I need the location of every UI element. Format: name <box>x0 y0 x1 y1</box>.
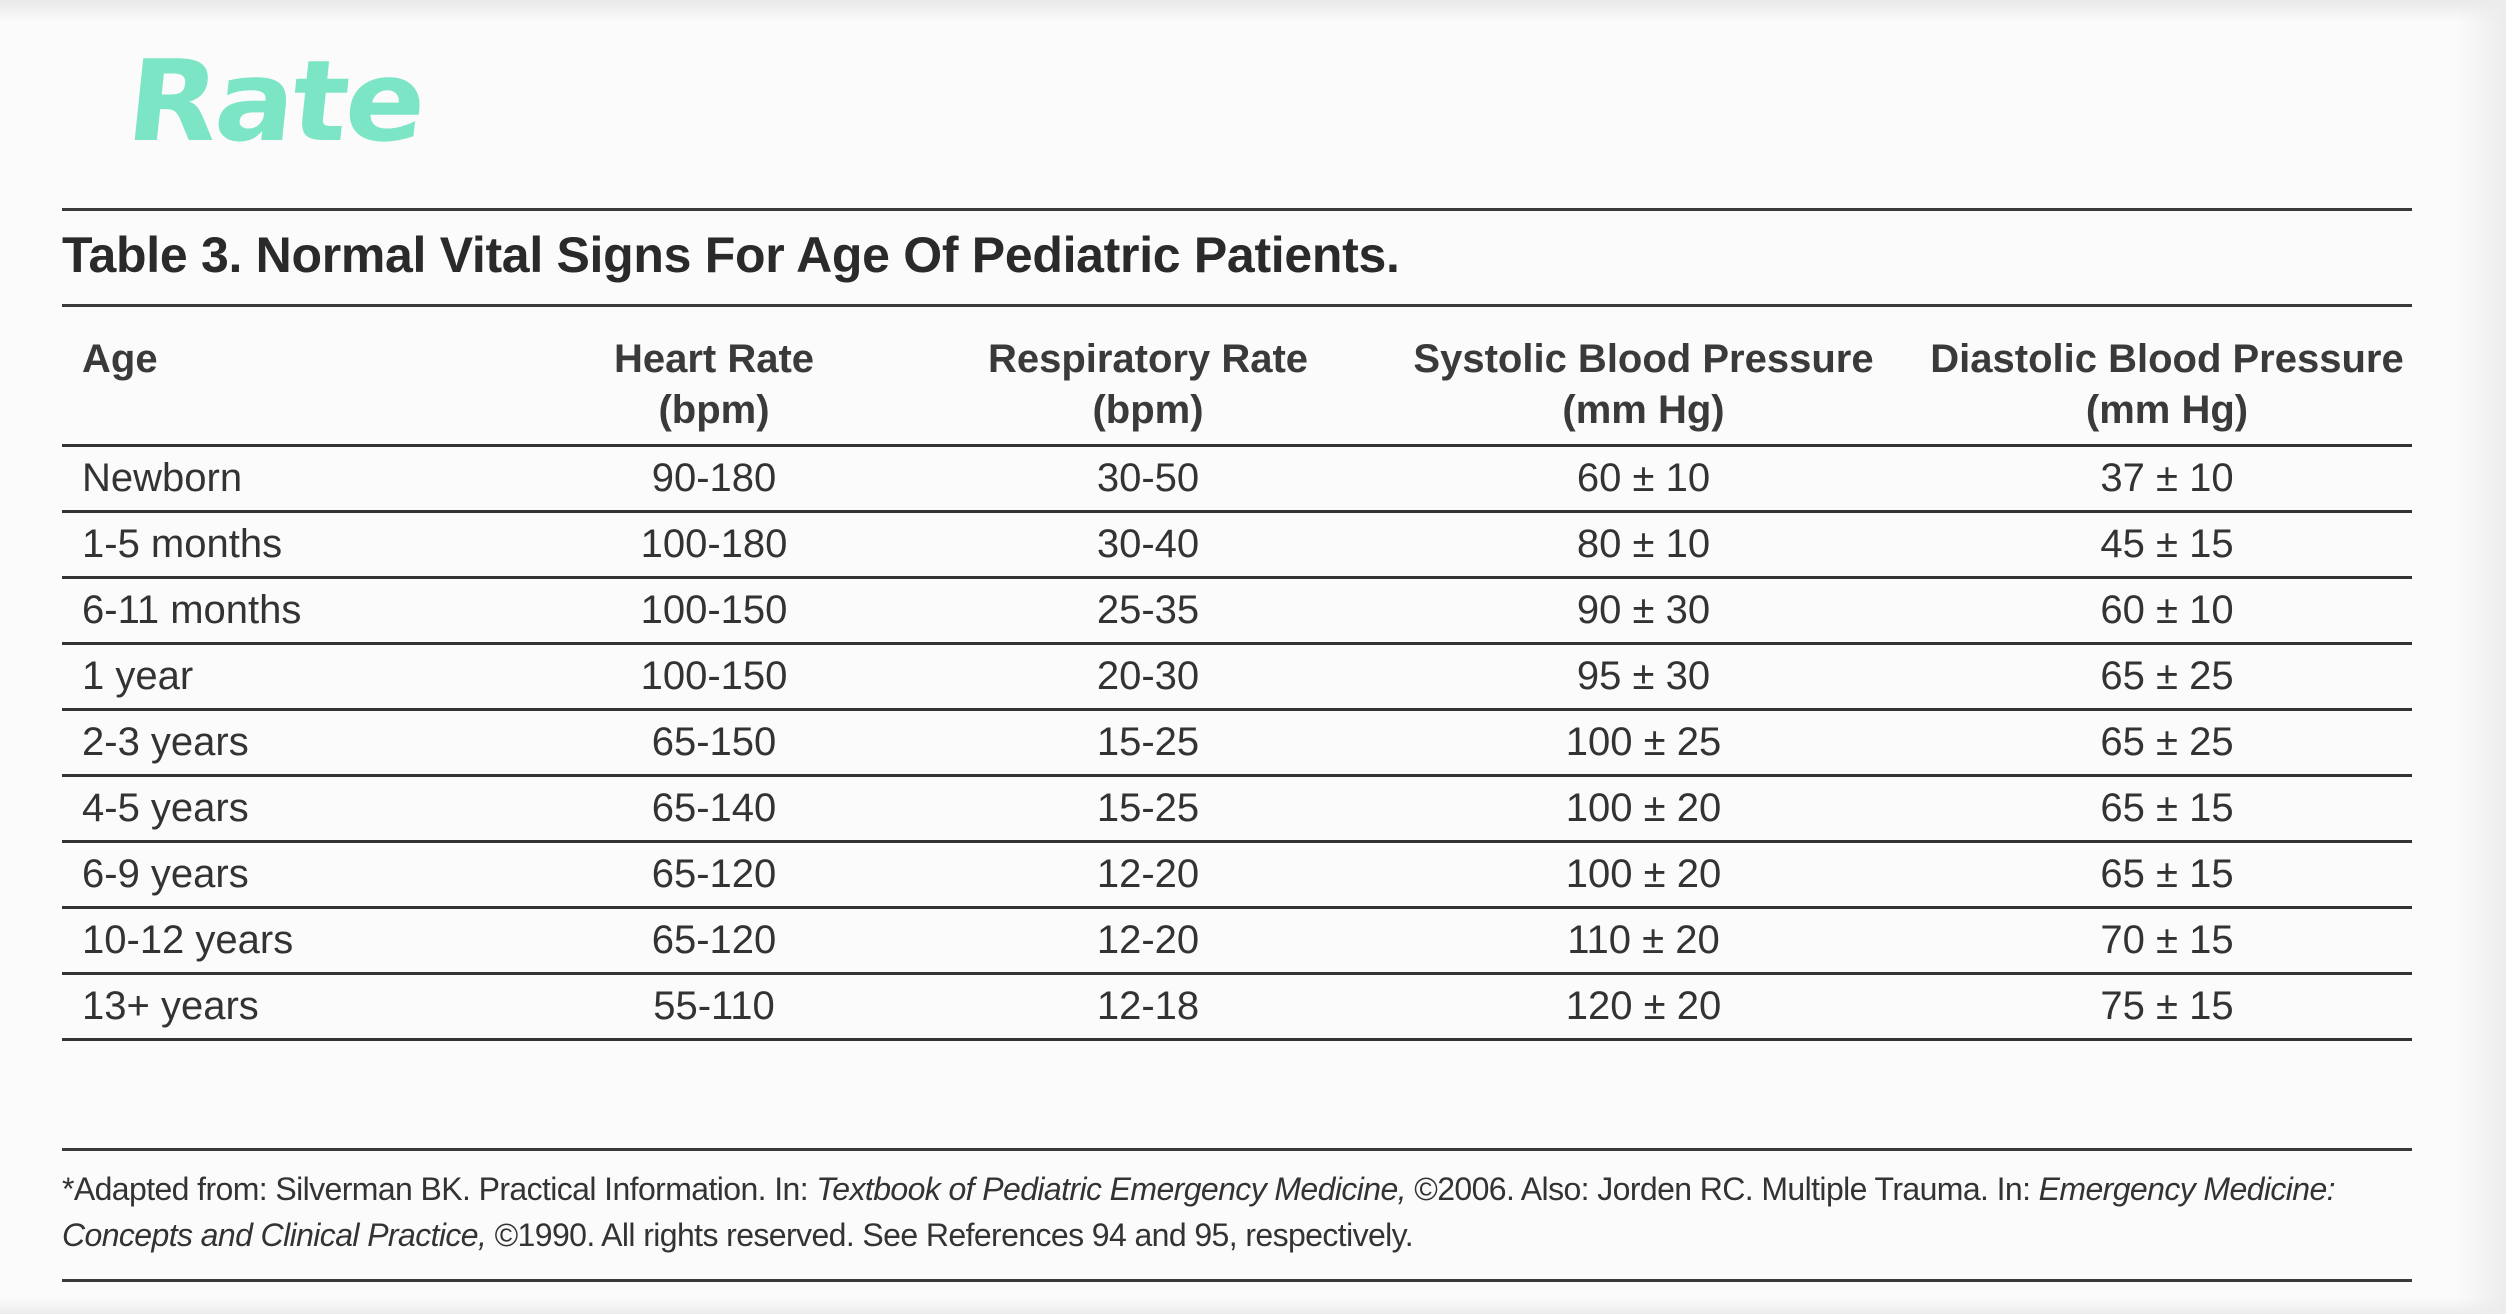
vital-signs-table: Age Heart Rate (bpm) Respiratory Rate (b… <box>62 312 2412 1041</box>
table-row: 1-5 months 100-180 30-40 80 ± 10 45 ± 15 <box>62 511 2412 579</box>
cell-diastolic: 37 ± 10 <box>1922 445 2412 513</box>
cell-respiratory-rate: 12-20 <box>931 841 1365 909</box>
cell-heart-rate: 65-120 <box>497 907 931 975</box>
footnote-bottom-rule <box>62 1279 2412 1282</box>
right-edge-shadow <box>2456 0 2506 1314</box>
cell-systolic: 120 ± 20 <box>1365 973 1922 1041</box>
cell-heart-rate: 90-180 <box>497 445 931 513</box>
header-diastolic: Diastolic Blood Pressure (mm Hg) <box>1922 312 2412 447</box>
footnote-book-title-2: Emergency Medicine: Concepts and Clinica… <box>62 1171 2336 1253</box>
footnote-top-rule <box>62 1148 2412 1151</box>
cell-respiratory-rate: 12-18 <box>931 973 1365 1041</box>
cell-age: 4-5 years <box>62 775 497 843</box>
bottom-shadow <box>0 1298 2506 1314</box>
table-body: Newborn 90-180 30-50 60 ± 10 37 ± 10 1-5… <box>62 445 2412 1041</box>
cell-respiratory-rate: 25-35 <box>931 577 1365 645</box>
cell-diastolic: 65 ± 15 <box>1922 775 2412 843</box>
footnote-text-3: ©1990. All rights reserved. See Referenc… <box>486 1217 1414 1253</box>
cell-age: 1 year <box>62 643 497 711</box>
cell-heart-rate: 65-150 <box>497 709 931 777</box>
cell-diastolic: 70 ± 15 <box>1922 907 2412 975</box>
header-heart-rate-line1: Heart Rate <box>613 337 815 381</box>
header-respiratory-rate-line1: Respiratory Rate <box>987 337 1309 381</box>
header-systolic-line1: Systolic Blood Pressure <box>1413 337 1874 381</box>
cell-age: 13+ years <box>62 973 497 1041</box>
top-shadow <box>0 0 2506 22</box>
table-row: 6-11 months 100-150 25-35 90 ± 30 60 ± 1… <box>62 577 2412 645</box>
cell-heart-rate: 65-140 <box>497 775 931 843</box>
header-systolic-line2: (mm Hg) <box>1562 388 1725 432</box>
cell-diastolic: 45 ± 15 <box>1922 511 2412 579</box>
cell-respiratory-rate: 20-30 <box>931 643 1365 711</box>
cell-respiratory-rate: 30-40 <box>931 511 1365 579</box>
table-row: 2-3 years 65-150 15-25 100 ± 25 65 ± 25 <box>62 709 2412 777</box>
cell-diastolic: 65 ± 15 <box>1922 841 2412 909</box>
cell-systolic: 95 ± 30 <box>1365 643 1922 711</box>
cell-heart-rate: 65-120 <box>497 841 931 909</box>
cell-respiratory-rate: 15-25 <box>931 775 1365 843</box>
cell-age: 1-5 months <box>62 511 497 579</box>
cell-heart-rate: 55-110 <box>497 973 931 1041</box>
cell-age: 6-9 years <box>62 841 497 909</box>
header-systolic: Systolic Blood Pressure (mm Hg) <box>1365 312 1922 447</box>
table-header: Age Heart Rate (bpm) Respiratory Rate (b… <box>62 312 2412 447</box>
header-age-line1: Age <box>82 337 158 381</box>
header-heart-rate: Heart Rate (bpm) <box>497 312 931 447</box>
cell-age: 10-12 years <box>62 907 497 975</box>
cell-respiratory-rate: 30-50 <box>931 445 1365 513</box>
header-row: Age Heart Rate (bpm) Respiratory Rate (b… <box>62 312 2412 447</box>
cell-heart-rate: 100-180 <box>497 511 931 579</box>
footnote-book-title-1: Textbook of Pediatric Emergency Medicine… <box>816 1171 1406 1207</box>
cell-diastolic: 75 ± 15 <box>1922 973 2412 1041</box>
cell-heart-rate: 100-150 <box>497 577 931 645</box>
title-bottom-rule <box>62 304 2412 307</box>
title-top-rule <box>62 208 2412 211</box>
header-diastolic-line1: Diastolic Blood Pressure <box>1930 337 2404 381</box>
cell-systolic: 100 ± 20 <box>1365 775 1922 843</box>
table-row: 4-5 years 65-140 15-25 100 ± 20 65 ± 15 <box>62 775 2412 843</box>
cell-systolic: 60 ± 10 <box>1365 445 1922 513</box>
cell-systolic: 100 ± 20 <box>1365 841 1922 909</box>
table-row: 10-12 years 65-120 12-20 110 ± 20 70 ± 1… <box>62 907 2412 975</box>
footnote-text-1: *Adapted from: Silverman BK. Practical I… <box>62 1171 817 1207</box>
header-respiratory-rate-line2: (bpm) <box>1092 388 1204 432</box>
cell-diastolic: 60 ± 10 <box>1922 577 2412 645</box>
cell-systolic: 80 ± 10 <box>1365 511 1922 579</box>
table-row: 1 year 100-150 20-30 95 ± 30 65 ± 25 <box>62 643 2412 711</box>
cell-respiratory-rate: 12-20 <box>931 907 1365 975</box>
header-respiratory-rate: Respiratory Rate (bpm) <box>931 312 1365 447</box>
header-age: Age <box>62 312 497 447</box>
cell-diastolic: 65 ± 25 <box>1922 709 2412 777</box>
table-row: Newborn 90-180 30-50 60 ± 10 37 ± 10 <box>62 445 2412 513</box>
cell-diastolic: 65 ± 25 <box>1922 643 2412 711</box>
cell-age: Newborn <box>62 445 497 513</box>
cell-heart-rate: 100-150 <box>497 643 931 711</box>
header-heart-rate-line2: (bpm) <box>658 388 770 432</box>
cell-age: 6-11 months <box>62 577 497 645</box>
cell-systolic: 90 ± 30 <box>1365 577 1922 645</box>
table-title: Table 3. Normal Vital Signs For Age Of P… <box>62 227 1400 283</box>
table-row: 13+ years 55-110 12-18 120 ± 20 75 ± 15 <box>62 973 2412 1041</box>
handwritten-annotation: Rate <box>121 35 430 167</box>
cell-systolic: 110 ± 20 <box>1365 907 1922 975</box>
cell-systolic: 100 ± 25 <box>1365 709 1922 777</box>
footnote: *Adapted from: Silverman BK. Practical I… <box>62 1166 2412 1258</box>
cell-respiratory-rate: 15-25 <box>931 709 1365 777</box>
table-row: 6-9 years 65-120 12-20 100 ± 20 65 ± 15 <box>62 841 2412 909</box>
header-diastolic-line2: (mm Hg) <box>2085 388 2249 432</box>
footnote-text-2: ©2006. Also: Jorden RC. Multiple Trauma.… <box>1405 1171 2039 1207</box>
cell-age: 2-3 years <box>62 709 497 777</box>
